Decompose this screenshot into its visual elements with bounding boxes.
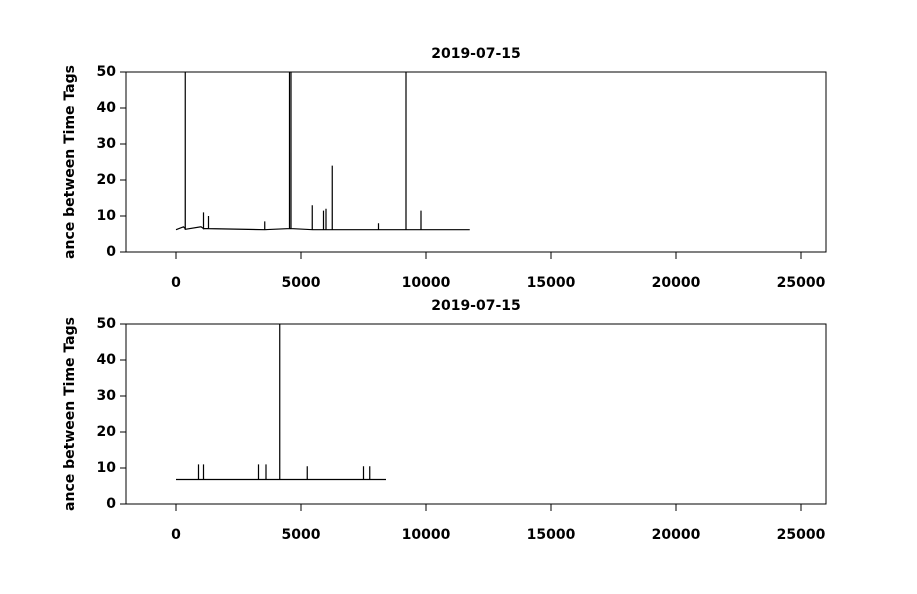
y-tick-label: 30 — [97, 136, 117, 152]
y-tick-label: 0 — [106, 496, 116, 512]
y-tick-label: 50 — [97, 64, 117, 80]
data-line — [176, 323, 386, 481]
y-tick-label: 30 — [97, 388, 117, 404]
x-tick-label: 20000 — [652, 527, 701, 543]
x-tick-label: 15000 — [527, 527, 576, 543]
x-tick-label: 10000 — [402, 527, 451, 543]
y-tick-label: 0 — [106, 244, 116, 260]
data-line — [175, 71, 470, 231]
x-tick-label: 0 — [171, 527, 181, 543]
x-tick-label: 25000 — [777, 275, 826, 291]
y-tick-label: 40 — [97, 352, 117, 368]
plot-frame — [125, 71, 827, 253]
y-tick-label: 10 — [97, 208, 117, 224]
y-tick-label: 20 — [97, 424, 117, 440]
x-tick-label: 20000 — [652, 275, 701, 291]
y-tick-label: 10 — [97, 460, 117, 476]
y-tick-label: 20 — [97, 172, 117, 188]
x-tick-label: 5000 — [282, 275, 321, 291]
y-axis-label: ance between Time Tags — [62, 317, 78, 511]
x-tick-label: 25000 — [777, 527, 826, 543]
plot-frame — [125, 323, 827, 505]
chart-title: 2019-07-15 — [431, 46, 521, 62]
x-tick-label: 15000 — [527, 275, 576, 291]
x-tick-label: 10000 — [402, 275, 451, 291]
chart-title: 2019-07-15 — [431, 298, 521, 314]
x-tick-label: 5000 — [282, 527, 321, 543]
y-axis-label: ance between Time Tags — [62, 65, 78, 259]
x-tick-label: 0 — [171, 275, 181, 291]
y-tick-label: 50 — [97, 316, 117, 332]
y-tick-label: 40 — [97, 100, 117, 116]
